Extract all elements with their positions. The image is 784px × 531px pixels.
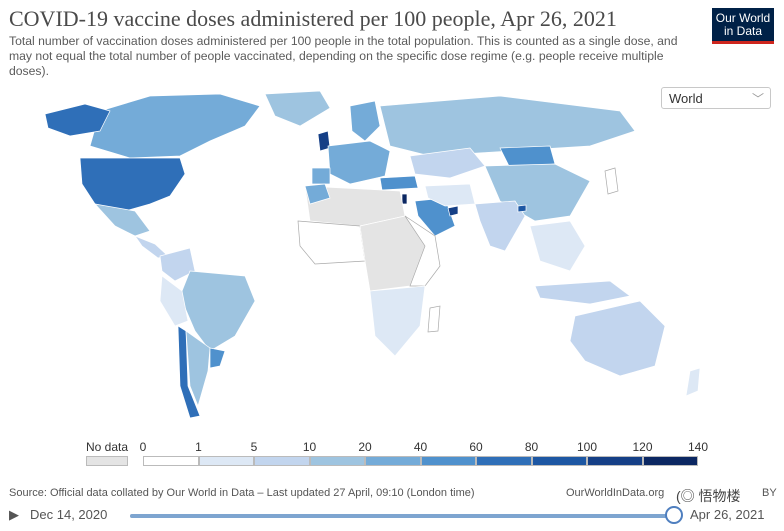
legend-bin[interactable] (198, 456, 254, 466)
legend-tick-label: 0 (139, 440, 147, 454)
country-spain[interactable] (311, 167, 331, 185)
legend-tick-label: 1 (195, 440, 202, 454)
play-icon[interactable]: ▶ (9, 507, 19, 522)
owid-logo[interactable]: Our World in Data (712, 8, 774, 44)
legend-bin[interactable] (420, 456, 476, 466)
country-greenland[interactable] (264, 90, 331, 127)
legend-no-data-swatch[interactable] (86, 456, 128, 466)
legend-bin[interactable] (309, 456, 365, 466)
country-australia[interactable] (569, 300, 666, 377)
legend-no-data-label: No data (86, 440, 129, 454)
country-russia[interactable] (379, 95, 636, 157)
country-uruguay[interactable] (209, 347, 226, 369)
source-text: Source: Official data collated by Our Wo… (9, 487, 475, 499)
country-bhutan[interactable] (517, 204, 527, 213)
legend-bin[interactable] (642, 456, 698, 466)
region-select[interactable]: World ﹀ (661, 87, 771, 109)
country-alaska[interactable] (44, 103, 111, 137)
country-peru[interactable] (159, 275, 189, 327)
timeline: ▶ Dec 14, 2020 Apr 26, 2021 (0, 503, 784, 529)
world-map (44, 90, 701, 419)
legend-bin[interactable] (587, 456, 643, 466)
legend-tick-label: 100 (576, 440, 598, 454)
chevron-down-icon: ﹀ (751, 92, 764, 106)
timeline-track-fill (130, 514, 675, 518)
region-southeast-asia[interactable] (529, 220, 586, 272)
region-central-america[interactable] (134, 235, 169, 259)
country-madagascar[interactable] (427, 305, 441, 333)
chart-subtitle: Total number of vaccination doses admini… (9, 34, 678, 78)
country-turkey[interactable] (379, 175, 419, 191)
country-mexico[interactable] (94, 203, 151, 237)
logo-line-1: Our World (715, 11, 771, 25)
region-southern-africa[interactable] (369, 285, 426, 357)
chart-title: COVID-19 vaccine doses administered per … (9, 6, 617, 31)
legend: No data 0 1 5 10 20 40 60 80 100 120 140 (0, 438, 784, 473)
timeline-end-date: Apr 26, 2021 (690, 507, 765, 522)
legend-bin[interactable] (254, 456, 310, 466)
country-india[interactable] (474, 200, 526, 252)
legend-tick-label: 60 (469, 440, 483, 454)
region-west-africa[interactable] (297, 220, 366, 265)
legend-bin[interactable] (531, 456, 587, 466)
timeline-handle[interactable] (665, 506, 683, 524)
timeline-track[interactable] (130, 514, 675, 518)
timeline-start-date: Dec 14, 2020 (30, 507, 108, 522)
legend-tick-label: 120 (632, 440, 653, 454)
country-japan[interactable] (604, 167, 619, 195)
legend-tick-label: 40 (413, 440, 428, 454)
legend-tick-label: 20 (358, 440, 372, 454)
country-usa[interactable] (79, 157, 186, 212)
logo-line-2: in Data (723, 24, 763, 38)
country-iran[interactable] (424, 183, 476, 207)
country-colombia[interactable] (159, 247, 196, 282)
country-kazakhstan[interactable] (409, 147, 486, 179)
legend-tick-label: 140 (687, 440, 709, 454)
watermark: (◎ 悟物楼 (676, 486, 741, 506)
country-argentina[interactable] (185, 330, 211, 408)
country-indonesia[interactable] (534, 280, 631, 305)
country-israel[interactable] (401, 193, 408, 205)
legend-bin[interactable] (476, 456, 532, 466)
country-uae[interactable] (447, 205, 459, 217)
owid-url-link[interactable]: OurWorldInData.org (566, 487, 665, 499)
country-canada[interactable] (89, 93, 261, 159)
region-europe[interactable] (327, 140, 391, 185)
license-link[interactable]: BY (762, 487, 777, 499)
legend-tick-label: 5 (250, 440, 258, 454)
region-select-value: World (669, 91, 703, 106)
country-morocco[interactable] (304, 183, 331, 205)
legend-bin[interactable] (365, 456, 421, 466)
country-new-zealand[interactable] (685, 367, 701, 397)
legend-bin[interactable] (143, 456, 199, 466)
region-scandinavia[interactable] (349, 100, 381, 142)
legend-tick-label: 80 (524, 440, 539, 454)
legend-tick-label: 10 (302, 440, 317, 454)
